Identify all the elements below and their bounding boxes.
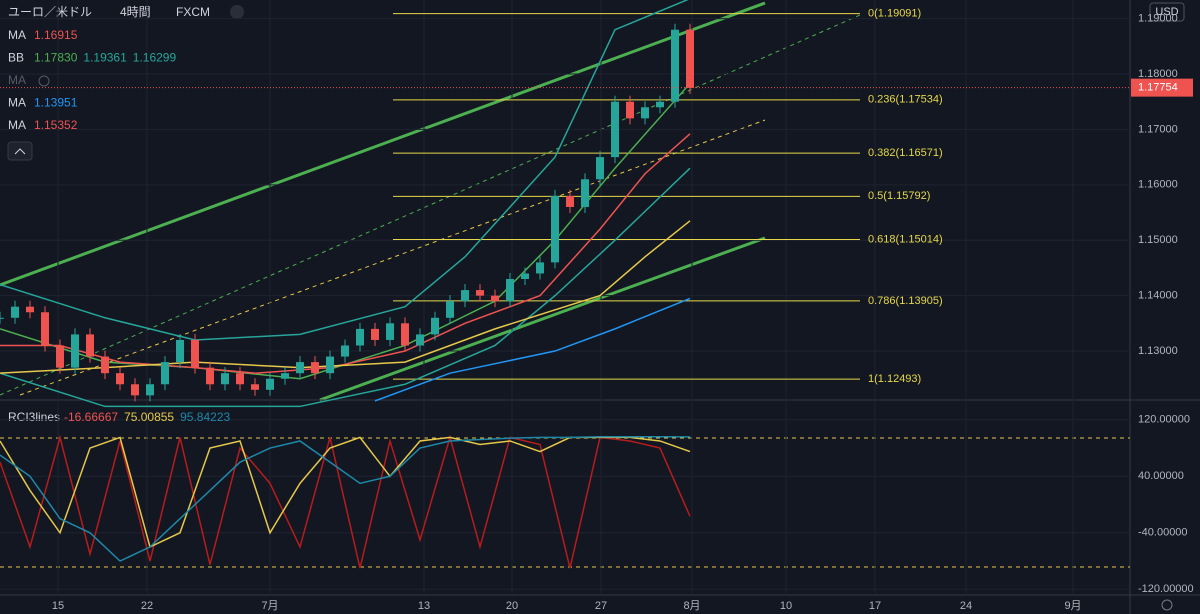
price-tick-label: 1.16000: [1138, 179, 1178, 191]
time-label: 15: [52, 600, 64, 612]
source: FXCM: [176, 5, 210, 19]
rci-tick-label: 40.00000: [1138, 470, 1184, 482]
price-tick-label: 1.17000: [1138, 123, 1178, 135]
settings-icon[interactable]: [1161, 599, 1173, 611]
rci-value: 95.84223: [180, 410, 230, 424]
time-label: 10: [780, 600, 792, 612]
rci-name: RCI3lines: [8, 410, 60, 424]
price-tick-label: 1.18000: [1138, 68, 1178, 80]
legend-value: 1.13951: [34, 96, 78, 110]
time-label: 17: [869, 600, 881, 612]
legend-name: MA: [8, 73, 26, 87]
legend-value: 1.16299: [133, 51, 177, 65]
indicator-line: [0, 220, 691, 374]
price-tick-label: 1.14000: [1138, 290, 1178, 302]
price-tick-label: 1.19000: [1138, 13, 1178, 25]
price-tick-label: 1.13000: [1138, 345, 1178, 357]
time-label: 22: [141, 600, 153, 612]
candle: [0, 317, 4, 319]
currency: USD: [1155, 6, 1178, 18]
time-label: 13: [418, 600, 430, 612]
time-label: 7月: [261, 600, 278, 612]
chevron-icon: [14, 148, 26, 155]
trend-line: [0, 1, 766, 287]
rci-tick-label: -40.00000: [1138, 527, 1188, 539]
indicator-line: [0, 133, 691, 374]
time-label: 27: [595, 600, 607, 612]
fib-label: 1(1.12493): [868, 373, 921, 385]
trend-lines: [0, 1, 861, 402]
hidden-icon: [38, 75, 50, 87]
fib-label: 0.5(1.15792): [868, 190, 930, 202]
indicator-line: [0, 0, 689, 341]
legend-value: 1.15352: [34, 118, 78, 132]
rci-line: [0, 434, 691, 569]
time-label: 9月: [1064, 600, 1081, 612]
time-label: 24: [960, 600, 972, 612]
current-price-tag: [1131, 78, 1193, 97]
indicator-line: [374, 297, 691, 402]
collapse-button[interactable]: [7, 141, 33, 161]
price-tick-label: 1.15000: [1138, 234, 1178, 246]
legend-value: 1.16915: [34, 28, 78, 42]
fib-label: 0(1.19091): [868, 7, 921, 19]
legend-name: BB: [8, 51, 24, 65]
legend-name: MA: [8, 118, 26, 132]
current-price-label: 1.17754: [1138, 82, 1178, 94]
time-label: 20: [506, 600, 518, 612]
rci-tick-label: 120.00000: [1138, 414, 1190, 426]
symbol: ユーロ／米ドル: [8, 5, 92, 19]
interval: 4時間: [120, 5, 151, 19]
legend-value: 1.17830: [34, 51, 78, 65]
fib-label: 0.786(1.13905): [868, 295, 943, 307]
trend-line: [319, 236, 766, 402]
rci-line: [0, 435, 691, 562]
menu-button[interactable]: [230, 5, 244, 19]
rci-value: -16.66667: [64, 410, 118, 424]
rci-tick-label: -120.00000: [1138, 583, 1194, 595]
fib-label: 0.618(1.15014): [868, 233, 943, 245]
rci-value: 75.00855: [124, 410, 174, 424]
legend-value: 1.19361: [83, 51, 127, 65]
legend-name: MA: [8, 28, 26, 42]
legend-name: MA: [8, 96, 26, 110]
time-label: 8月: [683, 600, 700, 612]
fib-label: 0.382(1.16571): [868, 147, 943, 159]
indicator-line: [0, 167, 691, 408]
fib-label: 0.236(1.17534): [868, 94, 943, 106]
currency-box[interactable]: [1149, 2, 1185, 22]
